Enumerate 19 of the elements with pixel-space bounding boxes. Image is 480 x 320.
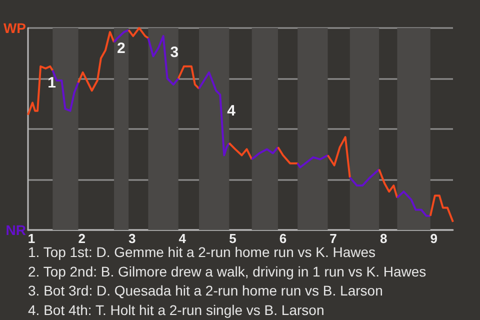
text: WP [3,20,26,36]
x-tick-label: 6 [279,231,287,246]
x-tick-label: 2 [78,231,86,246]
text: 3. Bot 3rd: D. Quesada hit a 2-run home run vs B. Larson [28,282,383,299]
annotation: 4 [227,102,236,120]
text: 4. Bot 4th: T. Holt hit a 2-run single vs B. Larson [28,302,324,318]
annotation: 2 [116,40,126,58]
text: NR [6,222,26,238]
x-tick-label: 4 [178,231,187,246]
text: 1. Top 1st: D. Gemme hit a 2-run home run vs K. Hawes [28,244,376,260]
annotation: 3 [170,44,179,62]
x-tick-label: 7 [330,231,337,246]
x-tick-label: 3 [128,231,136,246]
x-tick-label: 8 [380,231,388,246]
x-tick-label: 9 [430,231,438,246]
text: 2. Top 2nd: B. Gilmore drew a walk, driving in 1 run vs K. Hawes [28,263,426,280]
x-tick-label: 1 [28,231,36,246]
annotation: 1 [48,74,56,92]
x-tick-label: 5 [229,231,236,246]
